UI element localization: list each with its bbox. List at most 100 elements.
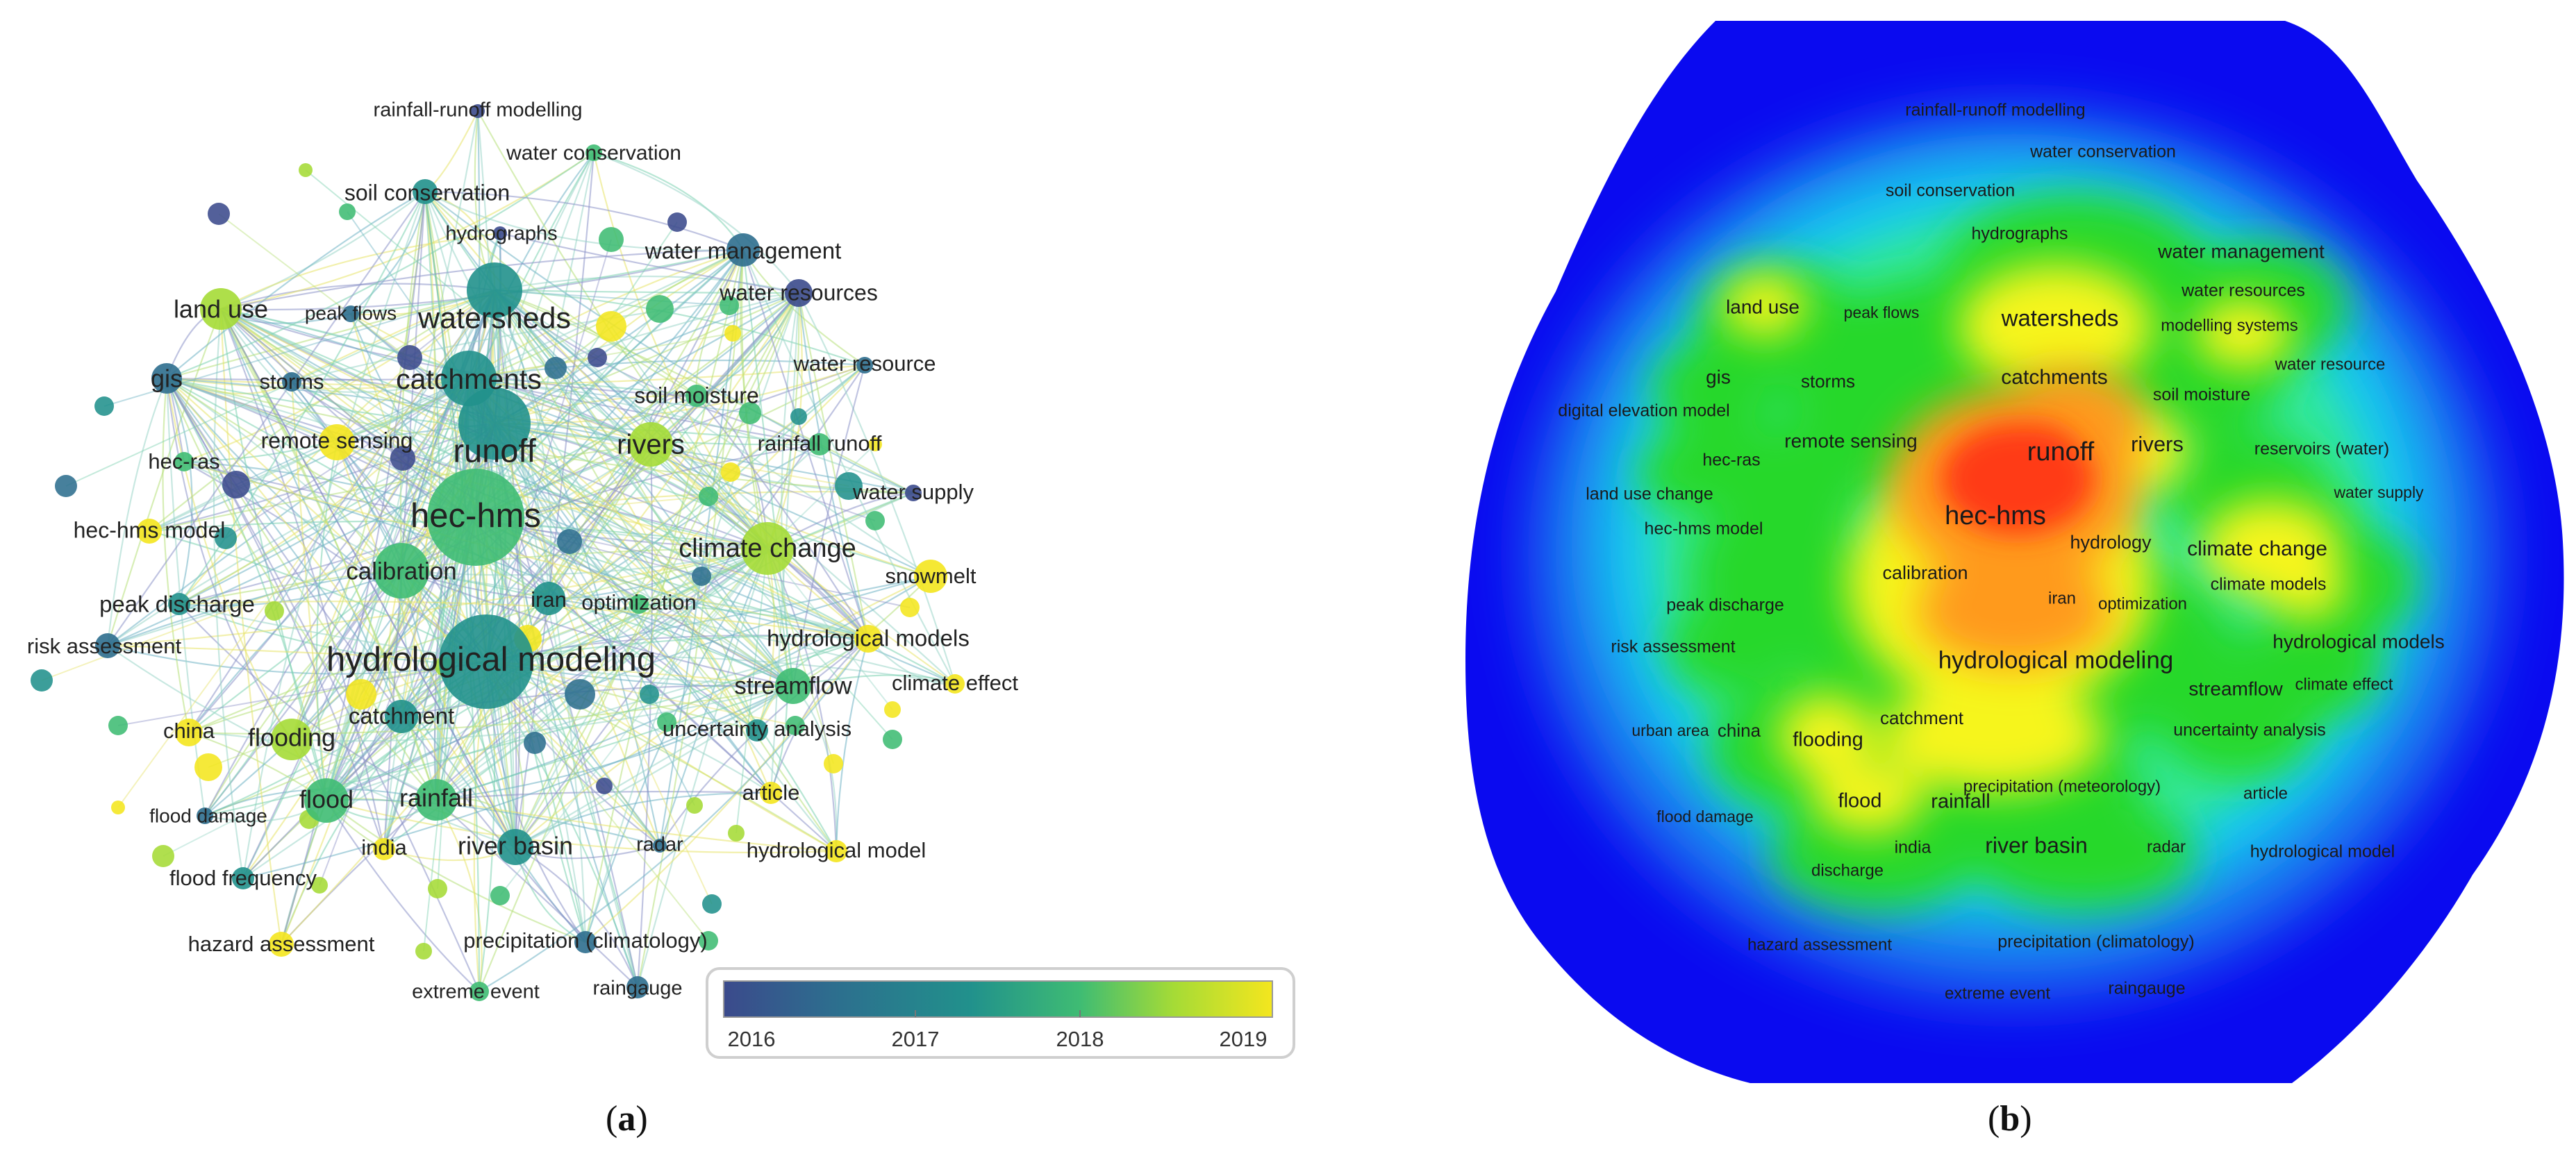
keyword-node-unlabeled — [557, 529, 582, 554]
density-label-uncertainty-analysis: uncertainty analysis — [2173, 721, 2326, 740]
co-occurrence-link — [797, 292, 870, 639]
density-label-land-use-change: land use change — [1586, 485, 1713, 504]
keyword-node-unlabeled — [152, 845, 174, 867]
label-extreme-event: extreme event — [412, 981, 540, 1003]
node-hazard-assessment — [269, 932, 294, 957]
co-occurrence-link — [166, 377, 651, 446]
co-occurrence-link — [291, 377, 470, 393]
density-label-river-basin: river basin — [1985, 832, 2088, 857]
co-occurrence-link — [798, 292, 956, 685]
co-occurrence-link — [188, 290, 495, 733]
year-legend: 2016 2017 2018 2019 — [706, 967, 1295, 1059]
co-occurrence-link — [326, 548, 768, 802]
keyword-nodes — [31, 104, 965, 1001]
co-occurrence-link — [515, 846, 639, 988]
node-watersheds — [467, 262, 522, 318]
density-label-soil-moisture: soil moisture — [2153, 385, 2250, 405]
co-occurrence-link — [183, 290, 495, 463]
co-occurrence-link — [325, 233, 501, 801]
co-occurrence-link — [435, 798, 837, 853]
co-occurrence-link — [515, 685, 794, 848]
co-occurrence-link — [610, 326, 768, 549]
density-label-precipitation-meteorology: precipitation (meteorology) — [1963, 777, 2161, 796]
keyword-node-unlabeled — [900, 598, 920, 617]
label-peak-discharge: peak discharge — [99, 592, 255, 617]
co-occurrence-link — [515, 292, 800, 848]
node-india — [373, 838, 395, 860]
co-occurrence-link — [494, 423, 849, 487]
label-flood-frequency: flood frequency — [169, 866, 317, 890]
co-occurrence-link — [479, 638, 869, 992]
density-label-china: china — [1718, 720, 1761, 741]
label-gis: gis — [151, 365, 183, 393]
density-label-india: india — [1895, 838, 1931, 857]
co-occurrence-link — [235, 378, 470, 485]
node-rainfall-runoff — [808, 433, 831, 455]
legend-color-bar — [723, 980, 1273, 1018]
keyword-node-unlabeled — [524, 732, 546, 754]
density-label-peak-flows: peak flows — [1844, 303, 1920, 321]
node-catchment — [385, 700, 418, 733]
node-radar — [653, 839, 667, 853]
co-occurrence-link — [220, 283, 495, 310]
co-occurrence-link — [485, 416, 799, 662]
density-label-hydrological-models: hydrological models — [2272, 630, 2444, 652]
node-soil-moisture — [685, 385, 708, 407]
co-occurrence-link — [166, 378, 549, 599]
co-occurrence-link — [219, 308, 385, 850]
co-occurrence-link — [225, 378, 470, 539]
co-occurrence-link — [166, 378, 660, 846]
keyword-node-unlabeled — [699, 931, 718, 950]
node-gis — [151, 363, 182, 394]
co-occurrence-link — [475, 517, 911, 608]
density-label-hydrology: hydrology — [2070, 532, 2152, 553]
node-water-management — [726, 233, 760, 267]
co-occurrence-link — [548, 597, 794, 687]
co-occurrence-link — [219, 308, 328, 801]
label-water-resource: water resource — [792, 351, 936, 376]
co-occurrence-link — [696, 395, 869, 639]
keyword-node-unlabeled — [686, 797, 703, 814]
label-india: india — [361, 835, 407, 860]
node-streamflow — [775, 668, 811, 704]
density-label-risk-assessment: risk assessment — [1611, 637, 1735, 657]
co-occurrence-link — [435, 603, 640, 801]
node-flooding — [271, 719, 313, 760]
co-occurrence-link — [696, 395, 769, 549]
keyword-node-unlabeled — [111, 801, 125, 814]
co-occurrence-link — [494, 292, 799, 424]
density-label-urban-area: urban area — [1631, 721, 1709, 739]
node-raingauge — [626, 976, 649, 998]
co-occurrence-link — [166, 364, 865, 386]
density-spot — [1722, 274, 1806, 337]
co-occurrence-link — [107, 191, 426, 646]
co-occurrence-link — [383, 191, 426, 850]
density-label-flood-damage: flood damage — [1656, 807, 1753, 826]
legend-tick-2018: 2018 — [1056, 1027, 1104, 1051]
co-occurrence-link — [220, 308, 869, 640]
keyword-node-unlabeled — [490, 886, 510, 905]
label-remote-sensing: remote sensing — [261, 428, 413, 453]
density-label-catchments: catchments — [2001, 366, 2107, 389]
co-occurrence-link — [485, 635, 869, 663]
co-occurrence-link — [106, 308, 222, 646]
keyword-node-unlabeled — [339, 203, 356, 220]
density-label-hazard-assessment: hazard assessment — [1747, 935, 1892, 954]
label-watersheds: watersheds — [417, 301, 571, 335]
co-occurrence-link — [475, 221, 678, 518]
node-runoff — [458, 387, 531, 460]
co-occurrence-link — [494, 422, 931, 578]
label-runoff: runoff — [453, 432, 536, 469]
keyword-node-unlabeled — [94, 396, 114, 416]
co-occurrence-link — [435, 685, 794, 801]
co-occurrence-link — [494, 290, 529, 639]
legend-tick-2017: 2017 — [892, 1027, 940, 1051]
density-label-raingauge: raingauge — [2108, 979, 2185, 998]
label-flood: flood — [299, 785, 354, 814]
density-label-climate-effect: climate effect — [2295, 675, 2393, 694]
node-china — [175, 719, 203, 746]
label-article: article — [742, 780, 800, 805]
density-spot — [1959, 264, 2153, 389]
caption-a: (a) — [606, 1099, 648, 1139]
co-occurrence-link — [494, 423, 794, 687]
